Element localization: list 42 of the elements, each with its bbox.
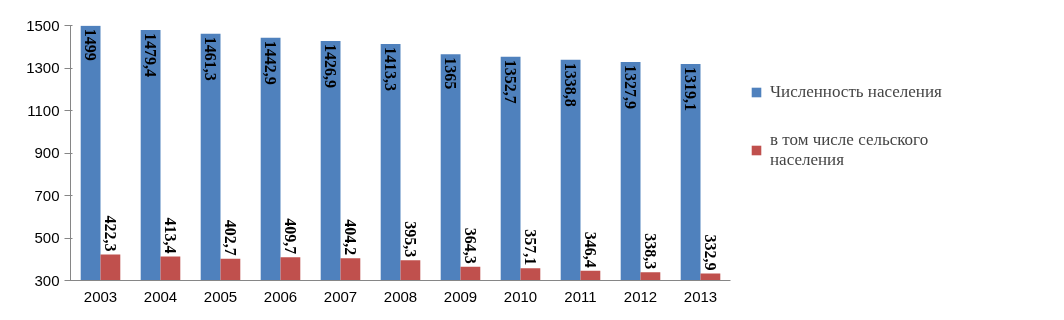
y-tick-label: 500: [34, 229, 60, 246]
data-label: 1327,9: [622, 65, 640, 110]
x-tick-label: 2009: [443, 287, 478, 305]
legend-label: в том числе сельского населения: [770, 130, 929, 170]
x-tick-label: 2012: [623, 287, 658, 305]
y-tick-label: 700: [34, 186, 60, 204]
x-tick-label: 2006: [263, 287, 298, 305]
data-label: 1461,3: [202, 36, 220, 81]
x-tick-label: 2007: [323, 287, 358, 305]
data-label: 1319,1: [682, 66, 700, 111]
y-tick-label: 1500: [26, 16, 60, 34]
y-tick-label: 1100: [27, 101, 60, 119]
data-label: 1352,7: [502, 59, 520, 104]
x-tick-label: 2003: [83, 287, 118, 305]
y-tick-label: 300: [34, 271, 60, 289]
data-label: 422,3: [101, 215, 119, 252]
y-tick-label: 900: [34, 144, 60, 161]
data-label: 1442,9: [262, 40, 280, 85]
data-label: 332,9: [701, 234, 719, 271]
data-label: 1413,3: [382, 46, 400, 91]
data-label: 1426,9: [322, 44, 340, 89]
data-label: 395,3: [401, 221, 419, 258]
data-label: 409,7: [281, 218, 299, 255]
x-tick-label: 2010: [503, 287, 538, 305]
data-label: 413,4: [161, 217, 179, 254]
data-label: 1479,4: [142, 32, 160, 77]
data-label: 402,7: [221, 219, 239, 256]
x-tick-label: 2005: [203, 287, 238, 305]
data-label: 364,3: [461, 227, 479, 264]
data-label: 346,4: [581, 231, 599, 268]
data-label: 357,1: [521, 229, 539, 266]
y-tick-label: 1300: [26, 59, 60, 76]
data-label: 1499: [82, 28, 100, 61]
x-tick-label: 2011: [564, 287, 597, 305]
legend-label: Численность населения: [770, 82, 942, 102]
x-tick-label: 2004: [143, 287, 178, 305]
data-label: 404,2: [341, 219, 359, 256]
data-label: 338,3: [641, 233, 659, 270]
data-label: 1338,8: [562, 62, 580, 107]
data-label: 1365: [442, 57, 460, 90]
x-tick-label: 2013: [683, 287, 718, 305]
x-tick-label: 2008: [383, 287, 418, 305]
